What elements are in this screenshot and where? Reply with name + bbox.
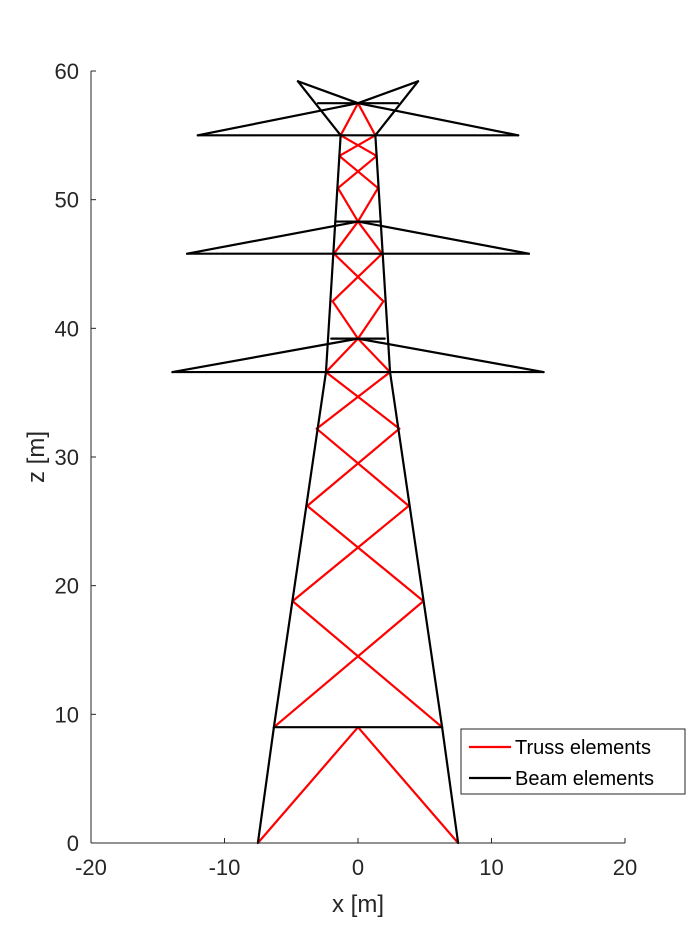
truss-element-3 (291, 600, 444, 729)
truss-element-16 (332, 220, 360, 255)
beam-element-12 (186, 220, 360, 255)
truss-element-15 (332, 252, 385, 303)
y-tick-label: 10 (55, 702, 79, 727)
legend-box (460, 728, 686, 795)
series-truss (256, 102, 460, 845)
y-tick-label: 0 (67, 831, 79, 856)
x-tick-label: 10 (479, 855, 503, 880)
axes-layer: -20 -10 0 10 20 0 10 20 30 40 50 60 (55, 59, 638, 880)
truss-element-23 (339, 134, 378, 158)
truss-element-8 (315, 370, 392, 430)
x-axis-label: x [m] (332, 891, 384, 918)
truss-element-24 (339, 102, 360, 137)
beam-element-20 (374, 80, 420, 137)
beam-element-19 (296, 80, 342, 137)
truss-element-17 (356, 220, 384, 255)
legend-entry-label: Beam elements (515, 768, 654, 790)
truss-element-21 (338, 154, 380, 190)
plot-area: -20 -10 0 10 20 0 10 20 30 40 50 60 (55, 59, 638, 880)
beam-element-21 (296, 80, 360, 105)
beam-element-8 (171, 337, 360, 374)
x-tick-label: -10 (209, 855, 241, 880)
series-beam (171, 80, 545, 845)
truss-element-7 (315, 427, 410, 507)
beam-element-0 (256, 726, 275, 845)
truss-element-0 (256, 726, 360, 845)
truss-element-6 (306, 427, 401, 507)
x-tick-label: 20 (613, 855, 637, 880)
beam-element-3 (441, 726, 460, 845)
beam-element-16 (196, 102, 360, 137)
truss-element-2 (272, 600, 425, 729)
truss-element-4 (291, 504, 410, 603)
beam-element-9 (356, 337, 545, 374)
x-tick-label: -20 (75, 855, 107, 880)
y-tick-label: 20 (55, 574, 79, 599)
truss-element-9 (324, 370, 401, 430)
truss-element-18 (356, 186, 380, 223)
y-tick-label: 30 (55, 445, 79, 470)
legend-entry-label: Truss elements (515, 737, 651, 759)
y-tick-label: 50 (55, 188, 79, 213)
truss-element-13 (331, 300, 360, 340)
truss-element-12 (356, 300, 385, 340)
truss-element-1 (356, 726, 460, 845)
beam-element-1 (272, 370, 328, 729)
y-tick-label: 40 (55, 316, 79, 341)
x-tick-label: 0 (352, 855, 364, 880)
y-tick-label: 60 (55, 59, 79, 84)
beam-element-17 (356, 102, 520, 137)
truss-element-11 (356, 337, 392, 374)
truss-element-25 (356, 102, 377, 137)
truss-element-5 (306, 504, 425, 603)
truss-element-10 (324, 337, 360, 374)
series-layer (171, 80, 545, 845)
y-axis-label: z [m] (23, 431, 50, 483)
truss-element-19 (336, 186, 360, 223)
beam-element-13 (356, 220, 530, 255)
beam-element-22 (356, 80, 420, 105)
beam-element-4 (388, 370, 444, 729)
legend: Truss elements Beam elements (460, 728, 686, 795)
